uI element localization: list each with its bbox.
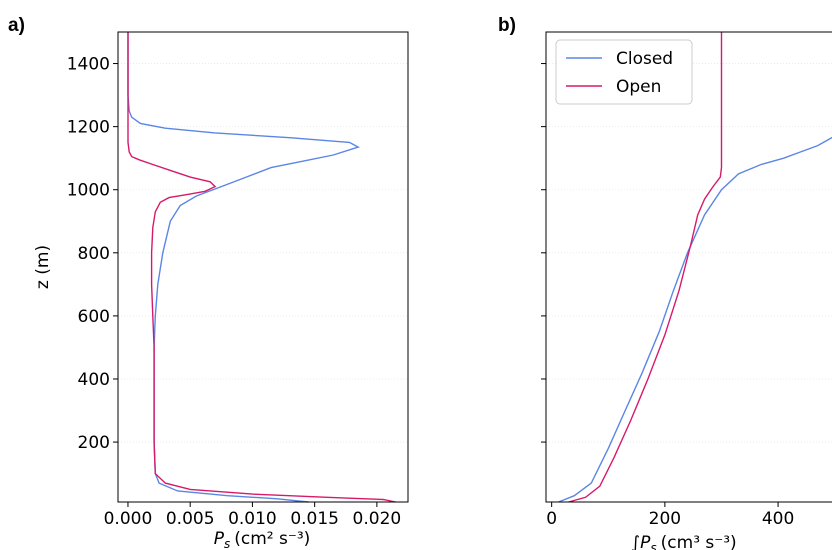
- panel-b-x-ticks: 0 200 400: [546, 502, 794, 529]
- legend-closed-label: Closed: [616, 49, 673, 69]
- legend: Closed Open: [555, 39, 693, 105]
- x-tick-label: 200: [649, 509, 681, 529]
- panel-b-label: b): [498, 15, 516, 36]
- y-tick-label: 1000: [67, 181, 110, 201]
- x-tick-label: 400: [762, 509, 794, 529]
- panel-b: b) 0 200 400 ∫Ps (cm³ s⁻³) Closed Open: [498, 15, 832, 550]
- x-tick-label: 0: [546, 509, 557, 529]
- x-tick-label: 0.010: [228, 509, 277, 529]
- panel-a-xlabel-subscript: s: [224, 537, 230, 550]
- y-tick-label: 1200: [67, 118, 110, 138]
- panel-b-xlabel-subscript: s: [650, 541, 656, 550]
- panel-b-y-ticks: [541, 63, 546, 443]
- panel-b-frame: [545, 31, 832, 503]
- panel-b-xlabel-unit: (cm³ s⁻³): [661, 533, 737, 550]
- panel-a-x-ticks: 0.000 0.005 0.010 0.015 0.020: [104, 502, 402, 529]
- panel-a-frame: [117, 31, 409, 503]
- legend-box: [555, 39, 693, 105]
- panel-a-y-axis-label: z (m): [33, 245, 53, 289]
- x-tick-label: 0.020: [353, 509, 402, 529]
- x-tick-label: 0.015: [290, 509, 339, 529]
- y-tick-label: 600: [78, 307, 110, 327]
- x-tick-label: 0.005: [166, 509, 215, 529]
- panel-b-grid: [546, 63, 832, 443]
- series-line-open: [127, 32, 396, 503]
- panel-a-y-ticks: 200 400 600 800 1000 1200 1400: [67, 55, 118, 453]
- panel-a-xlabel-symbol: P: [214, 529, 225, 549]
- panel-b-xlabel-symbol: ∫P: [631, 533, 651, 550]
- panel-a-series: [127, 32, 396, 503]
- panel-a: a) 0.000 0.005 0.010 0.015 0.020 200 400 600 80…: [8, 15, 409, 550]
- panel-a-grid: [118, 63, 408, 443]
- series-line-closed: [558, 136, 832, 503]
- y-tick-label: 200: [78, 433, 110, 453]
- x-tick-label: 0.000: [104, 509, 153, 529]
- y-tick-label: 1400: [67, 55, 110, 75]
- series-line-closed: [127, 32, 360, 503]
- y-tick-label: 400: [78, 370, 110, 390]
- legend-open-label: Open: [616, 77, 661, 97]
- panel-a-x-axis-label: Ps (cm² s⁻³): [214, 529, 311, 550]
- panel-a-xlabel-unit: (cm² s⁻³): [234, 529, 310, 549]
- panel-a-label: a): [8, 15, 25, 36]
- panel-b-x-axis-label: ∫Ps (cm³ s⁻³): [631, 533, 736, 550]
- series-line-open: [568, 32, 723, 503]
- y-tick-label: 800: [78, 244, 110, 264]
